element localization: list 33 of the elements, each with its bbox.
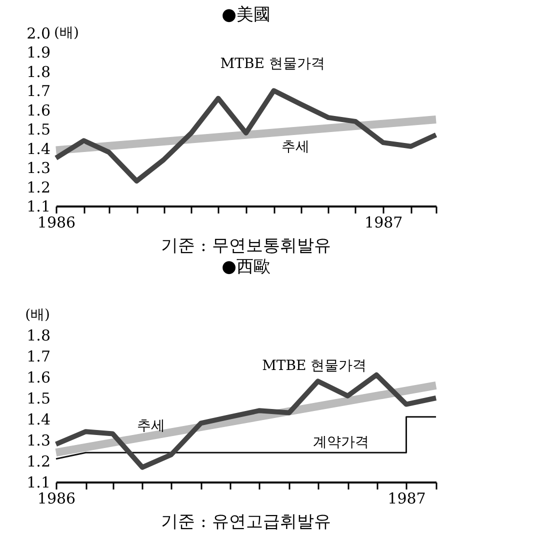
y-tick-label: 1.3 (26, 432, 50, 450)
y-tick-label: 1.7 (26, 348, 50, 366)
y-tick-label: 1.2 (26, 452, 50, 470)
series-label: MTBE 현물가격 (220, 56, 325, 72)
y-tick-label: 2.0 (26, 24, 50, 42)
y-tick-label: 1.7 (26, 82, 50, 100)
y-axis-title: (배) (25, 307, 50, 323)
series-label: 계약가격 (313, 434, 369, 450)
y-tick-label: 1.8 (26, 62, 50, 81)
y-tick-label: 1.5 (26, 120, 50, 139)
x-tick-label: 1986 (37, 490, 76, 508)
y-tick-label: 1.8 (26, 326, 50, 344)
y-tick-label: 1.5 (26, 390, 50, 408)
x-tick-label: 1987 (388, 490, 426, 508)
y-tick-label: 1.4 (26, 410, 50, 428)
y-tick-label: 1.1 (26, 474, 50, 492)
y-axis-title: (배) (54, 25, 79, 41)
text: 기준 : 무연보통휘발유 (161, 236, 331, 256)
y-tick-label: 1.4 (26, 140, 50, 158)
text: 기준 : 유연고급휘발유 (161, 512, 331, 532)
y-tick-label: 1.6 (26, 368, 50, 386)
chart-title: ●美國 (222, 5, 270, 25)
x-tick-label: 1986 (37, 214, 76, 232)
series-label: 추세 (281, 139, 310, 156)
series-label: 추세 (137, 418, 165, 434)
y-tick-label: 1.3 (26, 159, 50, 178)
chart-title: ●西歐 (222, 257, 270, 277)
y-tick-label: 1.6 (26, 101, 50, 120)
y-tick-label: 1.2 (26, 178, 50, 196)
x-tick-label: 1987 (364, 214, 403, 232)
y-tick-label: 1.9 (26, 44, 50, 62)
y-tick-label: 1.1 (26, 198, 50, 216)
series-label: MTBE 현물가격 (262, 358, 367, 374)
